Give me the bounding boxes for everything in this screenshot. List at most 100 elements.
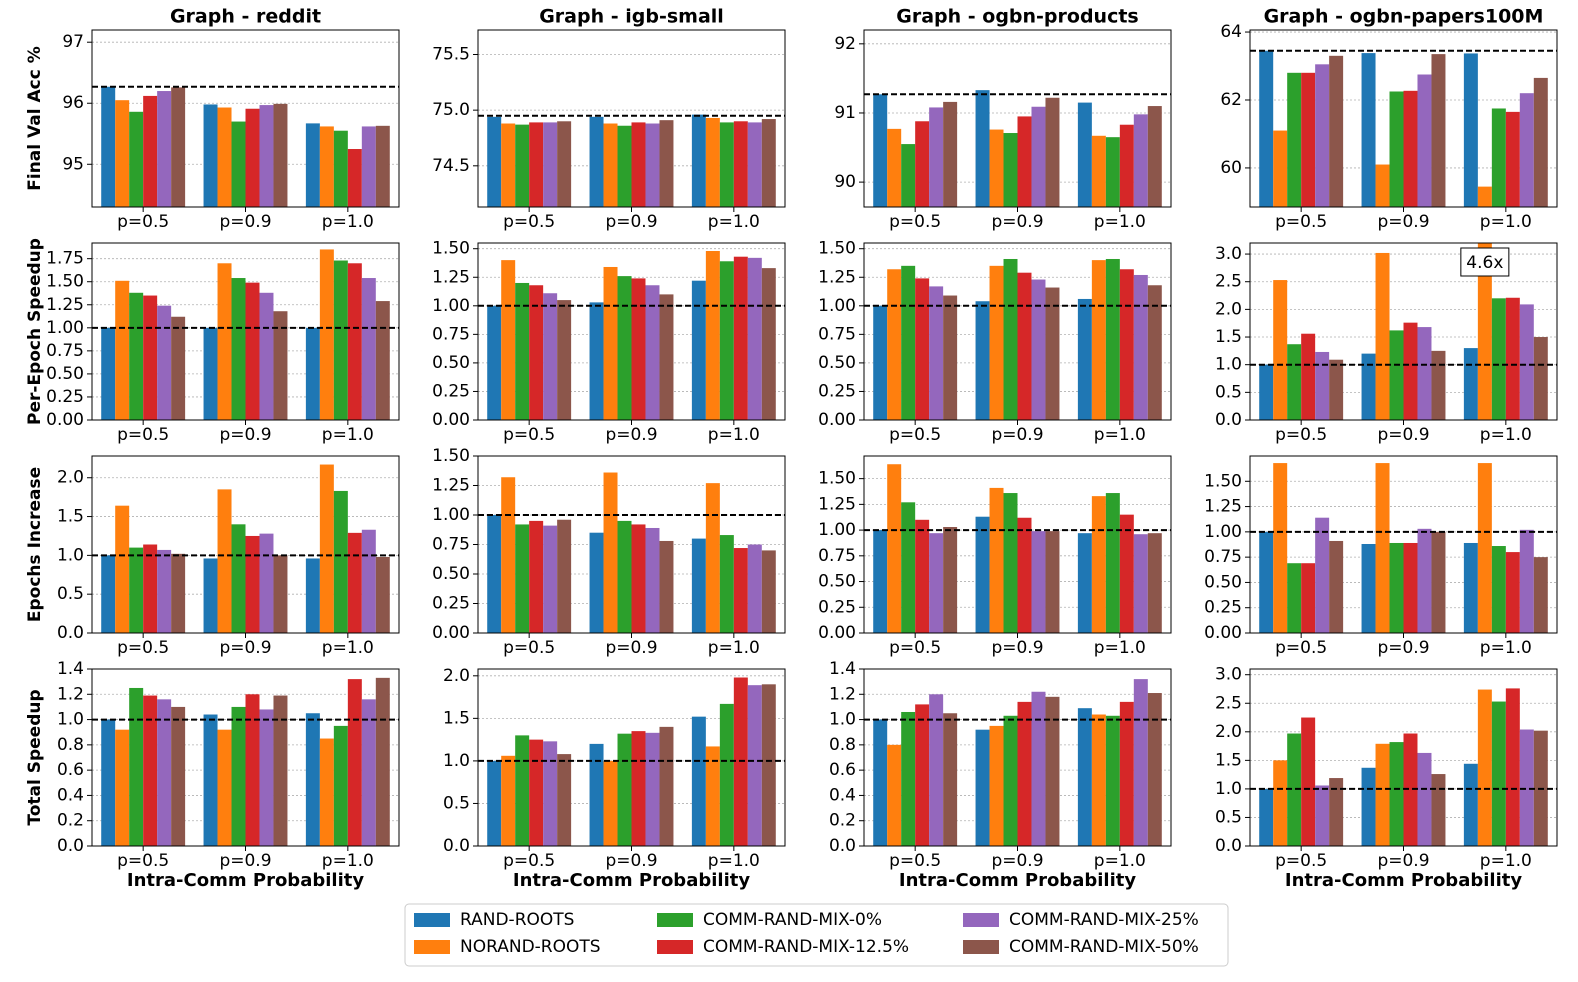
y-tick-label: 60 bbox=[1220, 158, 1242, 178]
bar bbox=[157, 699, 172, 846]
y-tick-label: 0.8 bbox=[829, 735, 856, 755]
legend-label: COMM-RAND-MIX-0% bbox=[703, 910, 882, 930]
bar bbox=[1505, 111, 1520, 207]
y-tick-label: 1.00 bbox=[818, 296, 856, 316]
plot-frame bbox=[863, 668, 1172, 847]
bar bbox=[245, 108, 260, 207]
bar bbox=[645, 527, 660, 633]
y-tick-label: 0.25 bbox=[432, 381, 470, 401]
bar bbox=[617, 733, 632, 846]
bar bbox=[659, 540, 674, 633]
y-tick-label: 95 bbox=[62, 154, 84, 174]
plot-frame bbox=[91, 668, 400, 847]
bar bbox=[333, 130, 348, 207]
bar bbox=[217, 729, 232, 846]
bar bbox=[975, 90, 990, 207]
legend-label: RAND-ROOTS bbox=[460, 910, 574, 930]
bar bbox=[333, 490, 348, 633]
bar bbox=[645, 732, 660, 846]
bar bbox=[1077, 298, 1092, 420]
x-tick-label: p=0.5 bbox=[117, 638, 169, 658]
bar bbox=[761, 684, 776, 846]
bar bbox=[1031, 531, 1046, 633]
bar bbox=[1389, 91, 1404, 207]
bar bbox=[929, 107, 944, 207]
legend-label: COMM-RAND-MIX-25% bbox=[1009, 910, 1199, 930]
bar bbox=[115, 100, 130, 207]
bar bbox=[143, 295, 158, 420]
bar bbox=[157, 91, 172, 207]
bar bbox=[259, 105, 274, 207]
bar bbox=[943, 527, 958, 633]
bar bbox=[989, 725, 1004, 846]
x-tick-label: p=1.0 bbox=[708, 851, 760, 871]
y-tick-label: 1.5 bbox=[1215, 327, 1242, 347]
x-tick-label: p=0.5 bbox=[117, 212, 169, 232]
x-tick-label: p=1.0 bbox=[1480, 638, 1532, 658]
x-tick-label: p=1.0 bbox=[322, 425, 374, 445]
y-axis-label: Epochs Increase bbox=[25, 467, 45, 622]
bar bbox=[259, 533, 274, 633]
bar bbox=[115, 505, 130, 633]
y-tick-label: 3.0 bbox=[1215, 665, 1242, 685]
bar bbox=[501, 477, 516, 633]
y-axis-label: Per-Epoch Speedup bbox=[25, 238, 45, 425]
plot-frame bbox=[477, 29, 786, 208]
y-tick-label: 1.0 bbox=[829, 710, 856, 730]
bar bbox=[1273, 130, 1288, 207]
bar bbox=[975, 729, 990, 846]
y-axis-label: Total Speedup bbox=[25, 689, 45, 825]
plot-frame bbox=[863, 242, 1172, 421]
bar bbox=[1477, 463, 1492, 633]
bar bbox=[1273, 280, 1288, 420]
bar bbox=[143, 695, 158, 846]
bar bbox=[1417, 74, 1432, 207]
bar bbox=[1259, 364, 1274, 420]
bar bbox=[1417, 327, 1432, 420]
bar bbox=[659, 120, 674, 207]
y-tick-label: 1.50 bbox=[818, 239, 856, 259]
bar bbox=[989, 487, 1004, 633]
bar bbox=[501, 755, 516, 846]
bar bbox=[1491, 298, 1506, 420]
bar bbox=[1329, 55, 1344, 207]
bar bbox=[589, 743, 604, 846]
legend-label: NORAND-ROOTS bbox=[460, 937, 601, 957]
bar bbox=[557, 121, 572, 207]
plot-frame bbox=[91, 455, 400, 634]
bar bbox=[529, 739, 544, 846]
y-tick-label: 1.00 bbox=[1204, 522, 1242, 542]
bar bbox=[659, 726, 674, 846]
y-tick-label: 2.0 bbox=[1215, 299, 1242, 319]
bar bbox=[691, 280, 706, 420]
bar bbox=[1119, 701, 1134, 846]
bar bbox=[989, 129, 1004, 207]
bar bbox=[529, 520, 544, 633]
bar bbox=[1105, 137, 1120, 207]
y-tick-label: 0.0 bbox=[1215, 836, 1242, 856]
bar bbox=[347, 263, 362, 420]
y-tick-label: 2.5 bbox=[1215, 693, 1242, 713]
bar bbox=[217, 489, 232, 633]
bar bbox=[319, 249, 334, 420]
bar bbox=[1003, 715, 1018, 846]
bar bbox=[705, 250, 720, 420]
bar bbox=[1105, 493, 1120, 633]
y-tick-label: 0.6 bbox=[829, 760, 856, 780]
bar bbox=[705, 117, 720, 207]
bar bbox=[319, 738, 334, 846]
bar bbox=[231, 706, 246, 846]
bar bbox=[691, 114, 706, 207]
bar bbox=[515, 735, 530, 846]
bar bbox=[1003, 493, 1018, 633]
bar bbox=[487, 116, 502, 207]
y-tick-label: 1.5 bbox=[443, 708, 470, 728]
bar bbox=[157, 549, 172, 633]
bar bbox=[101, 555, 116, 633]
x-tick-label: p=0.9 bbox=[219, 425, 271, 445]
bar bbox=[1403, 90, 1418, 207]
bar bbox=[1031, 691, 1046, 846]
y-tick-label: 1.25 bbox=[818, 494, 856, 514]
bar bbox=[1259, 50, 1274, 207]
